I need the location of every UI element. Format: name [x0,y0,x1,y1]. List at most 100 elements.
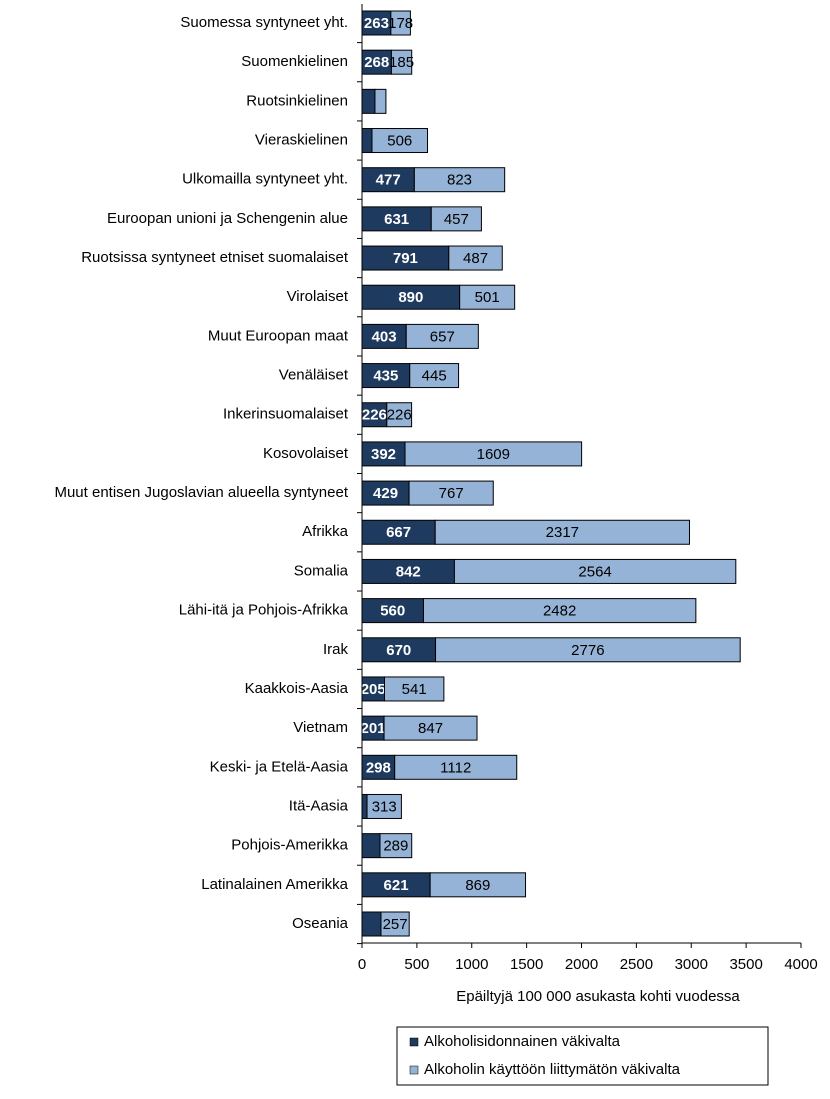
bar-segment [361,480,410,506]
bar-segment [453,558,737,584]
y-tick-label: Keski- ja Etelä-Aasia [210,758,349,775]
bar-segment [383,715,478,741]
y-tick-label: Pohjois-Amerikka [231,837,348,854]
data-label: 289 [383,838,408,855]
data-label: 201 [361,720,386,737]
y-tick-label: Kosovolaiset [263,445,349,462]
legend-swatch [409,1037,419,1047]
bar-segment [386,402,413,428]
bar-segment [361,833,381,859]
y-tick-label: Muut Euroopan maat [208,327,349,344]
data-label: 477 [376,172,401,189]
y-tick-label: Vietnam [293,719,348,736]
bar-segment [383,676,445,702]
bar-segment [361,402,388,428]
data-label: 657 [430,328,455,345]
bar-segment [404,441,583,467]
bar-segment [361,88,376,114]
data-label: 435 [373,368,398,385]
y-tick-label: Afrikka [302,523,349,540]
data-label: 268 [364,54,389,71]
y-tick-label: Ruotsinkielinen [246,92,348,109]
bar-segment [430,206,482,232]
data-label: 847 [418,720,443,737]
bar-segment [390,10,411,36]
bar-segment [361,128,373,154]
data-label: 2776 [571,642,604,659]
y-tick-label: Latinalainen Amerikka [201,876,348,893]
y-tick-label: Suomessa syntyneet yht. [180,14,348,31]
y-tick-label: Oseania [292,915,349,932]
x-tick-label: 3500 [729,956,762,973]
data-label: 842 [396,563,421,580]
data-label: 667 [386,524,411,541]
y-tick-label: Inkerinsuomalaiset [223,406,349,423]
x-tick-label: 4000 [784,956,817,973]
x-tick-label: 3000 [675,956,708,973]
bar-segment [448,245,503,271]
bar-segment [459,284,516,310]
legend-box [396,1026,769,1086]
data-label: 205 [361,681,386,698]
data-label: 1609 [477,446,510,463]
data-label: 869 [465,877,490,894]
y-tick-label: Somalia [294,562,349,579]
bar-segment [413,167,506,193]
bar-segment [380,911,410,937]
data-label: 257 [383,916,408,933]
bar-segment [408,480,494,506]
bar-segment [374,88,387,114]
data-label: 791 [393,250,418,267]
data-label: 501 [475,289,500,306]
x-tick-label: 500 [404,956,429,973]
data-label: 487 [463,250,488,267]
bar-segment [409,363,460,389]
bar-segment [435,637,741,663]
x-tick-label: 1500 [510,956,543,973]
y-tick-label: Ruotsissa syntyneet etniset suomalaiset [81,249,349,266]
y-tick-label: Vieraskielinen [255,131,348,148]
y-tick-label: Kaakkois-Aasia [245,680,349,697]
data-label: 541 [402,681,427,698]
data-label: 670 [386,642,411,659]
data-label: 392 [371,446,396,463]
data-label: 298 [366,759,391,776]
data-label: 2482 [543,603,576,620]
data-label: 226 [387,407,412,424]
data-label: 185 [389,54,414,71]
legend-swatch [409,1065,419,1075]
bar-segment [394,754,518,780]
y-tick-label: Lähi-itä ja Pohjois-Afrikka [179,602,349,619]
data-label: 1112 [440,759,471,776]
x-tick-label: 2500 [620,956,653,973]
y-tick-label: Muut entisen Jugoslavian alueella syntyn… [54,484,348,501]
bar-segment [361,911,382,937]
bar-segment [361,793,368,819]
y-tick-label: Euroopan unioni ja Schengenin alue [107,210,348,227]
data-label: 767 [439,485,464,502]
bar-segment [422,598,697,624]
data-label: 621 [384,877,409,894]
legend-label: Alkoholin käyttöön liittymätön väkivalta [424,1061,681,1078]
bar-segment [405,323,479,349]
x-tick-label: 2000 [565,956,598,973]
data-label: 506 [387,132,412,149]
data-label: 445 [422,368,447,385]
data-label: 2564 [578,563,611,580]
data-label: 313 [372,798,397,815]
x-axis-title: Epäiltyjä 100 000 asukasta kohti vuodess… [456,988,740,1005]
data-label: 631 [384,211,409,228]
bar-segment [361,284,461,310]
bar-segment [434,519,690,545]
y-tick-label: Irak [323,641,349,658]
y-tick-label: Ulkomailla syntyneet yht. [182,171,348,188]
data-label: 823 [447,172,472,189]
bar-segment [429,872,527,898]
data-label: 263 [364,15,389,32]
data-label: 2317 [546,524,579,541]
bar-segment [379,833,413,859]
y-tick-label: Suomenkielinen [241,53,348,70]
bar-segment [366,793,402,819]
x-tick-label: 1000 [455,956,488,973]
